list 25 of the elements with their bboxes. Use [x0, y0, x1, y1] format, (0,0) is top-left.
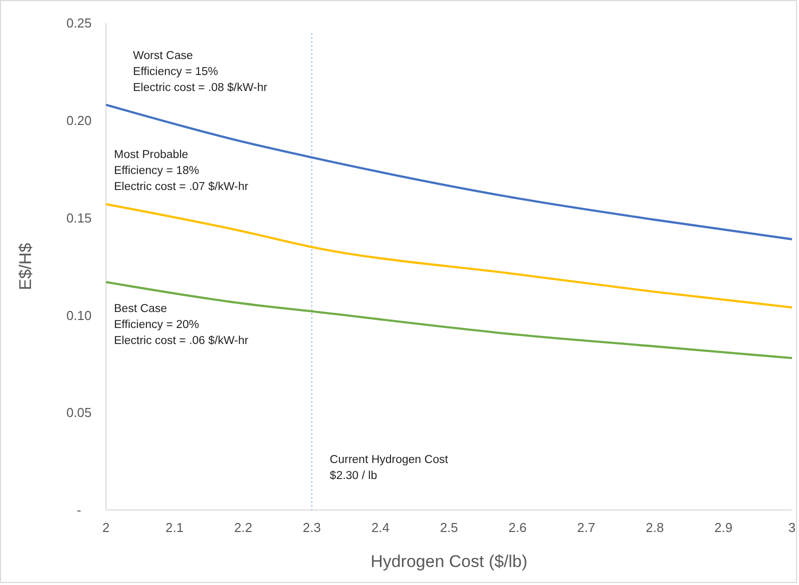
x-tick-label: 2.9 — [714, 520, 732, 535]
line-series — [104, 104, 794, 240]
y-tick-label: 0.10 — [66, 308, 92, 323]
x-tick-label: 2.7 — [577, 520, 596, 535]
x-axis-title: Hydrogen Cost ($/lb) — [370, 552, 528, 571]
y-tick-label: - — [76, 502, 82, 518]
x-tick-label: 2.3 — [302, 520, 321, 535]
x-tick-label: 2 — [102, 520, 110, 535]
series-label: Worst Case Efficiency = 15% Electric cost = .08 $/kW-hr — [133, 50, 268, 94]
x-tick-label: 2.4 — [371, 520, 390, 535]
x-tick-label: 3 — [788, 520, 796, 535]
x-tick-label: 2.2 — [234, 520, 252, 535]
y-tick-label: 0.05 — [66, 405, 92, 420]
x-tick-label: 2.5 — [440, 520, 458, 535]
y-tick-label: 0.15 — [66, 210, 92, 226]
y-axis-title: E$/H$ — [16, 242, 35, 290]
series-label: Best Case Efficiency = 20% Electric cost = .06 $/kW-hr — [114, 303, 248, 348]
x-tick-label: 2.1 — [166, 520, 184, 535]
y-tick-label: 0.25 — [66, 16, 92, 31]
x-tick-label: 2.8 — [646, 520, 664, 535]
line-series — [104, 280, 794, 360]
y-tick-label: 0.20 — [66, 112, 92, 128]
series-label: Most Probable Efficiency = 18% Electric cost = .07 $/kW-hr — [114, 149, 248, 194]
x-tick-label: 2.6 — [508, 520, 527, 535]
ref-line-label: Current Hydrogen Cost $2.30 / lb — [330, 454, 449, 482]
